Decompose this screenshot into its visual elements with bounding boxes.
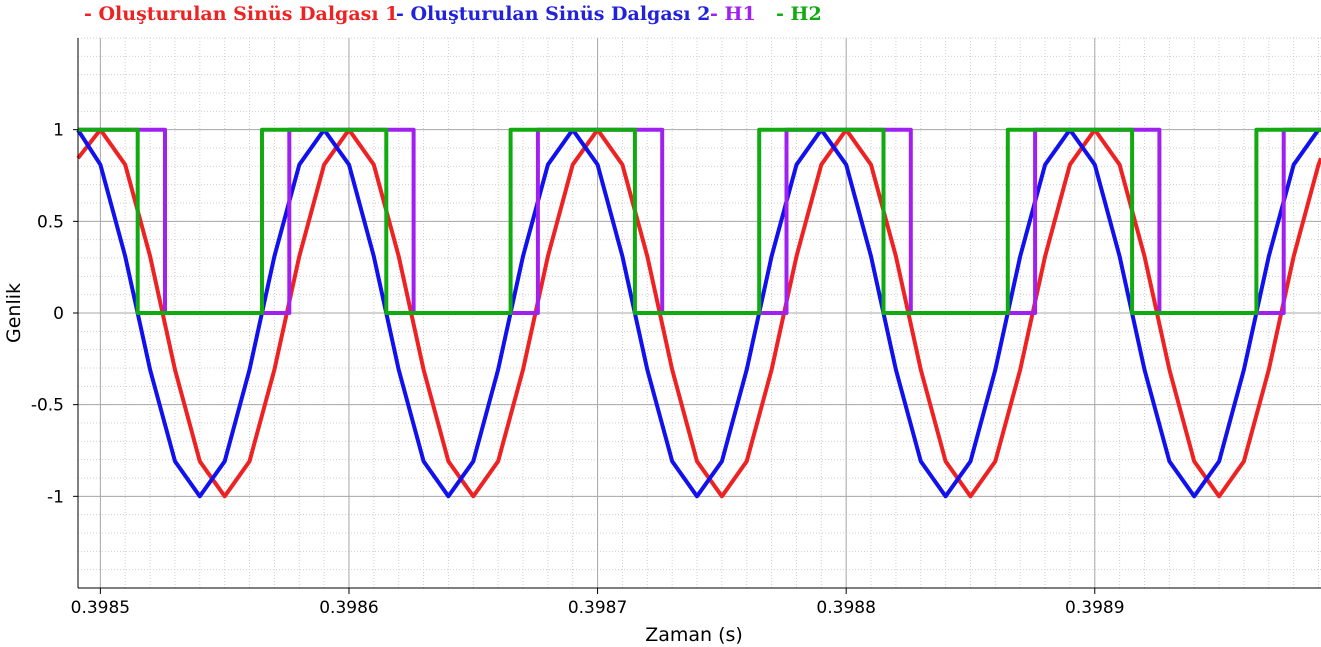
x-tick-label: 0.3986 [319, 598, 378, 618]
x-axis-label: Zaman (s) [645, 624, 743, 646]
legend: - Oluşturulan Sinüs Dalgası 1 - Oluşturu… [84, 3, 822, 25]
plot-series [76, 127, 1321, 499]
x-axis-ticks: 0.3985 0.3986 0.3987 0.3988 0.3989 [71, 588, 1125, 618]
legend-item-sine-2: - Oluşturulan Sinüs Dalgası 2 [396, 3, 710, 25]
series-line-4 [78, 127, 1321, 315]
y-axis-ticks: 1 0.5 0 -0.5 -1 [31, 121, 78, 507]
legend-item-h1: - H1 [710, 3, 756, 25]
legend-item-sine-1: - Oluşturulan Sinüs Dalgası 1 [84, 3, 398, 25]
x-tick-label: 0.3985 [71, 598, 130, 618]
x-tick-label: 0.3987 [568, 598, 627, 618]
y-tick-label: 0 [53, 304, 64, 324]
legend-item-h2: - H2 [776, 3, 822, 25]
y-tick-label: 1 [53, 121, 64, 141]
x-tick-label: 0.3988 [816, 598, 875, 618]
y-tick-label: -0.5 [31, 396, 64, 416]
y-tick-label: 0.5 [37, 212, 64, 232]
x-tick-label: 0.3989 [1065, 598, 1124, 618]
y-axis-label: Genlik [3, 283, 25, 343]
y-tick-label: -1 [47, 487, 64, 507]
